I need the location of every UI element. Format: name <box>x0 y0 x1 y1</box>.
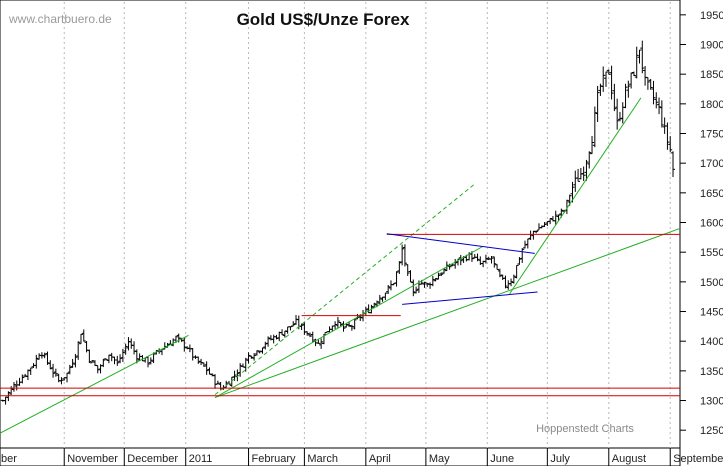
y-tick-label: 1500 <box>700 277 723 289</box>
y-tick-label: 1600 <box>700 218 723 230</box>
chart-credit: Hoppenstedt Charts <box>536 423 634 435</box>
x-tick-label: February <box>252 453 297 465</box>
trend-line-summer <box>509 97 642 295</box>
trend-line-spring <box>214 245 484 398</box>
y-tick-label: 1350 <box>700 366 723 378</box>
triangle-upper <box>386 233 535 254</box>
y-tick-label: 1900 <box>700 40 723 52</box>
y-tick-label: 1450 <box>700 307 723 319</box>
y-tick-label: 1250 <box>700 425 723 437</box>
y-tick-label: 1300 <box>700 396 723 408</box>
y-axis: 1250 1300 1350 1400 1450 1500 1550 1600 1650 1700… <box>680 10 723 437</box>
y-tick-label: 1850 <box>700 69 723 81</box>
trend-lines <box>0 97 681 434</box>
y-tick-label: 1700 <box>700 158 723 170</box>
x-tick-label: ber <box>1 453 17 465</box>
watermark: www.chartbuero.de <box>8 12 112 26</box>
x-tick-label: 2011 <box>189 453 213 465</box>
y-tick-label: 1550 <box>700 247 723 259</box>
trend-line-2010 <box>0 334 189 434</box>
x-axis: ber November December 2011 February March Apri… <box>1 448 723 466</box>
x-tick-label: September <box>673 453 723 465</box>
y-tick-label: 1400 <box>700 336 723 348</box>
y-tick-label: 1650 <box>700 188 723 200</box>
y-tick-label: 1800 <box>700 99 723 111</box>
x-tick-label: August <box>612 453 646 465</box>
trend-line-long <box>214 227 681 399</box>
x-tick-label: May <box>429 453 450 465</box>
x-tick-label: November <box>67 453 118 465</box>
triangle-lower <box>402 291 538 305</box>
x-tick-label: July <box>550 453 570 465</box>
x-tick-label: March <box>307 453 338 465</box>
y-tick-label: 1950 <box>700 10 723 22</box>
x-tick-label: April <box>369 453 391 465</box>
chart-title: Gold US$/Unze Forex <box>237 10 410 29</box>
x-tick-label: December <box>127 453 178 465</box>
y-tick-label: 1750 <box>700 129 723 141</box>
x-tick-label: June <box>490 453 514 465</box>
grid-layer <box>0 2 680 449</box>
